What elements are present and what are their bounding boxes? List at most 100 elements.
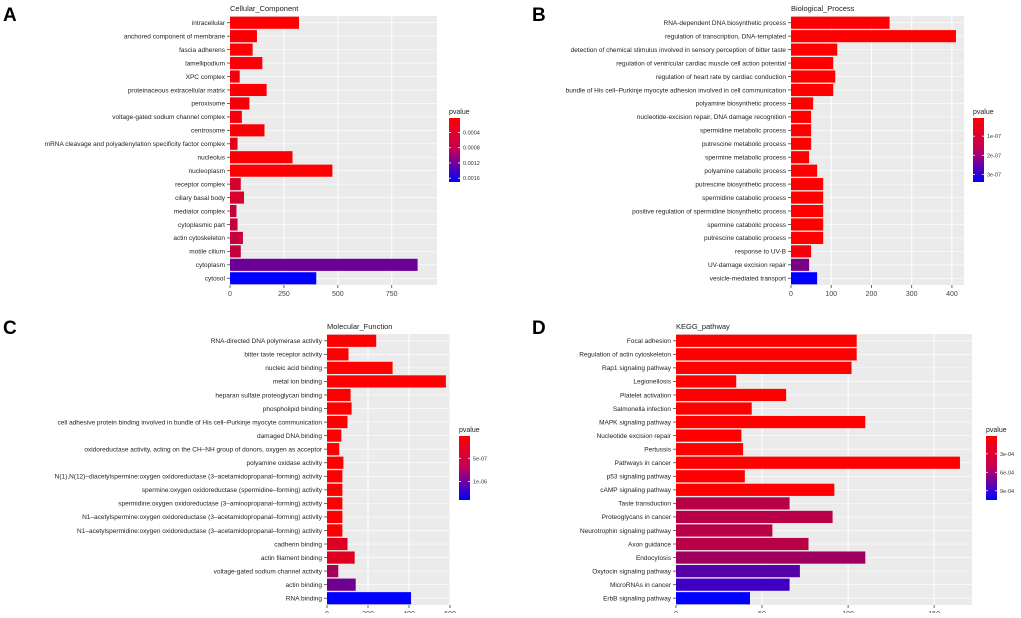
bar	[791, 218, 824, 231]
bar	[230, 204, 237, 218]
bar	[676, 361, 852, 374]
bar	[230, 110, 242, 123]
bar	[676, 592, 750, 605]
category-label: regulation of ventricular cardiac muscle…	[616, 60, 786, 67]
legend-label: 0.0016	[463, 176, 480, 182]
category-label: receptor complex	[175, 181, 226, 188]
category-label: putrescine metabolic process	[702, 141, 787, 148]
category-label: oxidoreductase activity, acting on the C…	[84, 446, 322, 453]
bar	[676, 524, 773, 537]
bar	[791, 245, 812, 258]
category-label: putrescine catabolic process	[704, 235, 787, 242]
bar	[230, 137, 238, 150]
x-tick-label: 0	[228, 291, 232, 298]
category-label: putrescine biosynthetic process	[695, 181, 786, 188]
bar	[327, 537, 348, 551]
bar	[230, 272, 317, 285]
category-label: motile cilium	[189, 249, 225, 256]
x-tick-label: 750	[386, 291, 398, 298]
bar	[676, 537, 809, 551]
category-label: damaged DNA binding	[257, 433, 322, 440]
category-label: vesicle-mediated transport	[710, 276, 786, 283]
category-label: voltage-gated sodium channel complex	[112, 114, 225, 121]
bar	[230, 43, 253, 56]
category-label: response to UV-B	[735, 249, 786, 256]
bar	[230, 164, 333, 177]
legend-title: pvalue	[449, 109, 470, 116]
bar	[791, 137, 812, 150]
category-label: ciliary basal body	[175, 195, 226, 202]
bar	[327, 429, 342, 442]
category-label: cytosol	[205, 276, 226, 283]
category-label: spermine metabolic process	[705, 155, 787, 162]
bar	[230, 124, 265, 137]
bar	[230, 245, 241, 258]
category-label: Oxytocin signaling pathway	[592, 568, 672, 575]
category-label: Endocytosis	[636, 555, 672, 562]
bar	[676, 510, 833, 524]
bar	[791, 231, 824, 244]
x-tick-label: 0	[789, 291, 793, 298]
bar	[327, 483, 343, 496]
bar	[676, 388, 787, 402]
category-label: regulation of heart rate by cardiac cond…	[656, 74, 786, 81]
bar	[676, 483, 835, 496]
category-label: peroxisome	[191, 101, 225, 108]
bar	[327, 578, 356, 591]
x-tick-label: 200	[866, 291, 878, 298]
category-label: ErbB signaling pathway	[603, 596, 672, 603]
category-label: centrosome	[191, 128, 225, 135]
legend-label: 1e-07	[987, 134, 1001, 140]
legend-colorbar	[449, 118, 460, 182]
chart-title: Cellular_Component	[230, 4, 299, 13]
bar	[791, 30, 956, 43]
category-label: nucleoplasm	[189, 168, 226, 175]
category-label: MAPK signaling pathway	[599, 419, 672, 426]
category-label: mRNA cleavage and polyadenylation specif…	[45, 141, 226, 148]
bar	[230, 70, 240, 83]
bar	[230, 30, 257, 43]
category-label: detection of chemical stimulus involved …	[571, 47, 787, 54]
category-label: actin binding	[286, 582, 323, 589]
category-label: cell adhesive protein binding involved i…	[58, 419, 323, 426]
bar	[676, 375, 737, 388]
panel-letter: C	[3, 318, 17, 339]
bar	[676, 497, 790, 510]
category-label: cytoplasmic part	[178, 222, 225, 229]
bar	[791, 272, 818, 285]
panel-a: A Cellular_Component 0 250 500 750 intracellul…	[3, 4, 480, 298]
bar	[676, 456, 960, 469]
bar	[327, 592, 412, 605]
category-label: actin cytoskeleton	[173, 235, 225, 242]
legend-colorbar	[986, 436, 997, 500]
category-label: Pertussis	[644, 446, 671, 453]
legend-label: 9e-04	[1000, 489, 1014, 495]
legend-label: 6e-04	[1000, 470, 1014, 476]
bar	[791, 97, 814, 110]
x-tick-label: 400	[946, 291, 958, 298]
legend-colorbar	[973, 118, 984, 182]
category-label: RNA-directed DNA polymerase activity	[211, 338, 323, 345]
category-label: actin filament binding	[261, 555, 322, 562]
bar	[791, 178, 824, 191]
category-label: N(1),N(12)–diacetylspermine:oxygen oxido…	[55, 474, 323, 481]
category-label: RNA-dependent DNA biosynthetic process	[664, 20, 787, 27]
legend-label: 3e-07	[987, 172, 1001, 178]
category-label: N1–acetylspermidine:oxygen oxidoreductas…	[77, 528, 323, 535]
category-label: phospholipid binding	[263, 406, 323, 413]
category-label: positive regulation of spermidine biosyn…	[632, 208, 787, 215]
legend-label: 3e-04	[1000, 452, 1014, 458]
bar	[327, 348, 349, 361]
plot-background	[676, 334, 972, 605]
bar	[327, 388, 351, 402]
category-label: proteinaceous extracellular matrix	[128, 87, 226, 94]
bar	[327, 524, 343, 537]
legend-label: 0.0008	[463, 146, 480, 152]
bar	[230, 151, 293, 164]
bar	[791, 110, 812, 123]
bar	[791, 191, 824, 204]
category-label: nucleic acid binding	[265, 365, 322, 372]
category-label: regulation of transcription, DNA-templat…	[665, 33, 786, 40]
legend-title: pvalue	[986, 427, 1007, 434]
